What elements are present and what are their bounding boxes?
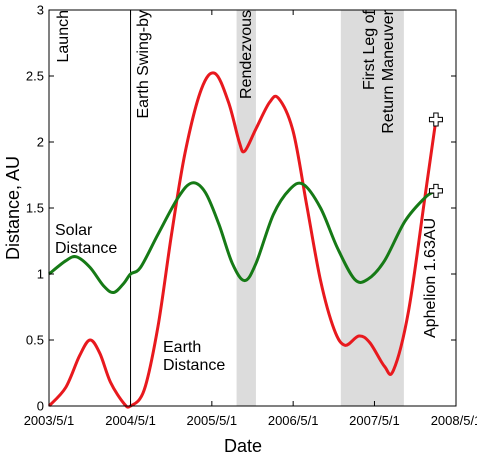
series-line-0 (47, 71, 438, 409)
x-tick-label-4: 2007/5/1 (349, 413, 400, 428)
y-tick-label-0: 0 (37, 399, 44, 414)
return-maneuver-label-line2: Return Maneuver (380, 9, 397, 133)
y-axis: 0 0.5 1 1.5 2 2.5 3 (26, 3, 456, 414)
x-tick-label-2: 2005/5/1 (187, 413, 238, 428)
launch-label: Launch (55, 10, 72, 63)
x-tick-label-5: 2008/5/1 (431, 413, 477, 428)
y-tick-label-3: 1.5 (26, 201, 44, 216)
marker-cross-1 (428, 183, 443, 198)
series-line-1 (48, 181, 437, 294)
x-tick-label-3: 2006/5/1 (268, 413, 319, 428)
earth-distance-label-line1: Earth (163, 339, 201, 356)
earth-swingby-label: Earth Swing-by (135, 10, 152, 119)
y-axis-title: Distance, AU (3, 156, 23, 260)
aphelion-label: Aphelion 1.63AU (422, 218, 439, 338)
x-axis: 2003/5/1 2004/5/1 2005/5/1 2006/5/1 2007/5/1… (24, 10, 477, 428)
marker-cross-0 (428, 112, 443, 127)
x-tick-label-0: 2003/5/1 (24, 413, 75, 428)
series-lines (47, 71, 438, 409)
solar-distance-label-line1: Solar (55, 222, 93, 239)
x-axis-title: Date (224, 436, 262, 456)
markers (428, 112, 443, 198)
rendezvous-label: Rendezvous (238, 10, 255, 99)
return-maneuver-label-line1: First Leg of (361, 9, 378, 90)
x-tick-label-1: 2004/5/1 (105, 413, 156, 428)
y-tick-label-2: 1 (37, 267, 44, 282)
shaded-band-0 (236, 10, 256, 406)
earth-distance-label-line2: Distance (163, 357, 225, 374)
solar-distance-label-line2: Distance (55, 240, 117, 257)
y-tick-label-4: 2 (37, 135, 44, 150)
y-tick-label-6: 3 (37, 3, 44, 18)
y-tick-label-5: 2.5 (26, 69, 44, 84)
y-tick-label-1: 0.5 (26, 333, 44, 348)
